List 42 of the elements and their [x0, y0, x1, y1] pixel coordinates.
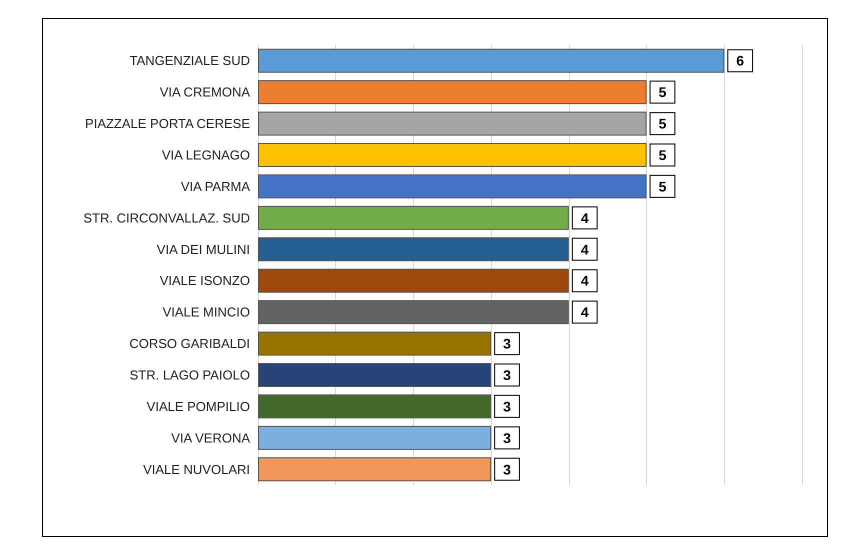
y-tick-label: VIA LEGNAGO: [162, 148, 250, 162]
bar: [258, 143, 647, 167]
y-tick-label: CORSO GARIBALDI: [129, 336, 250, 352]
bar: [258, 237, 569, 262]
bar: [258, 112, 647, 136]
y-tick-label: VIALE NUVOLARI: [143, 462, 250, 477]
bar: [258, 206, 569, 230]
y-tick-label: VIA VERONA: [171, 430, 250, 446]
data-label: 4: [580, 241, 589, 258]
bar: [258, 268, 569, 293]
y-tick-label: VIA CREMONA: [160, 84, 250, 100]
data-label: 4: [580, 304, 589, 320]
bar: [258, 48, 724, 73]
y-tick-label: PIAZZALE PORTA CERESE: [85, 116, 250, 132]
data-label: 3: [503, 461, 512, 478]
bar: [258, 426, 492, 450]
data-label: 3: [503, 430, 512, 446]
data-label: 5: [658, 147, 667, 163]
y-tick-label: STR. CIRCONVALLAZ. SUD: [83, 210, 250, 226]
y-tick-label: STR. LAGO PAIOLO: [130, 368, 250, 382]
bar: [258, 457, 492, 482]
data-label: 3: [503, 367, 512, 383]
data-label: 4: [580, 210, 589, 226]
data-label: 3: [503, 398, 512, 414]
data-label: 4: [580, 272, 589, 289]
y-tick-label: VIALE ISONZO: [160, 273, 250, 288]
y-tick-label: VIALE MINCIO: [162, 304, 250, 320]
data-label: 3: [503, 336, 512, 352]
bar: [258, 332, 492, 356]
bar: [258, 363, 492, 387]
bar: [258, 174, 647, 198]
y-tick-label: VIA DEI MULINI: [156, 242, 250, 257]
bar: [258, 80, 647, 104]
bar: [258, 300, 569, 324]
data-label: 5: [658, 116, 667, 132]
data-label: 5: [658, 84, 667, 100]
y-tick-label: VIA PARMA: [180, 178, 250, 194]
y-tick-label: VIALE POMPILIO: [146, 398, 250, 414]
data-label: 6: [736, 52, 744, 69]
y-tick-label: TANGENZIALE SUD: [130, 53, 250, 68]
bar: [258, 394, 492, 418]
data-label: 5: [658, 178, 667, 194]
